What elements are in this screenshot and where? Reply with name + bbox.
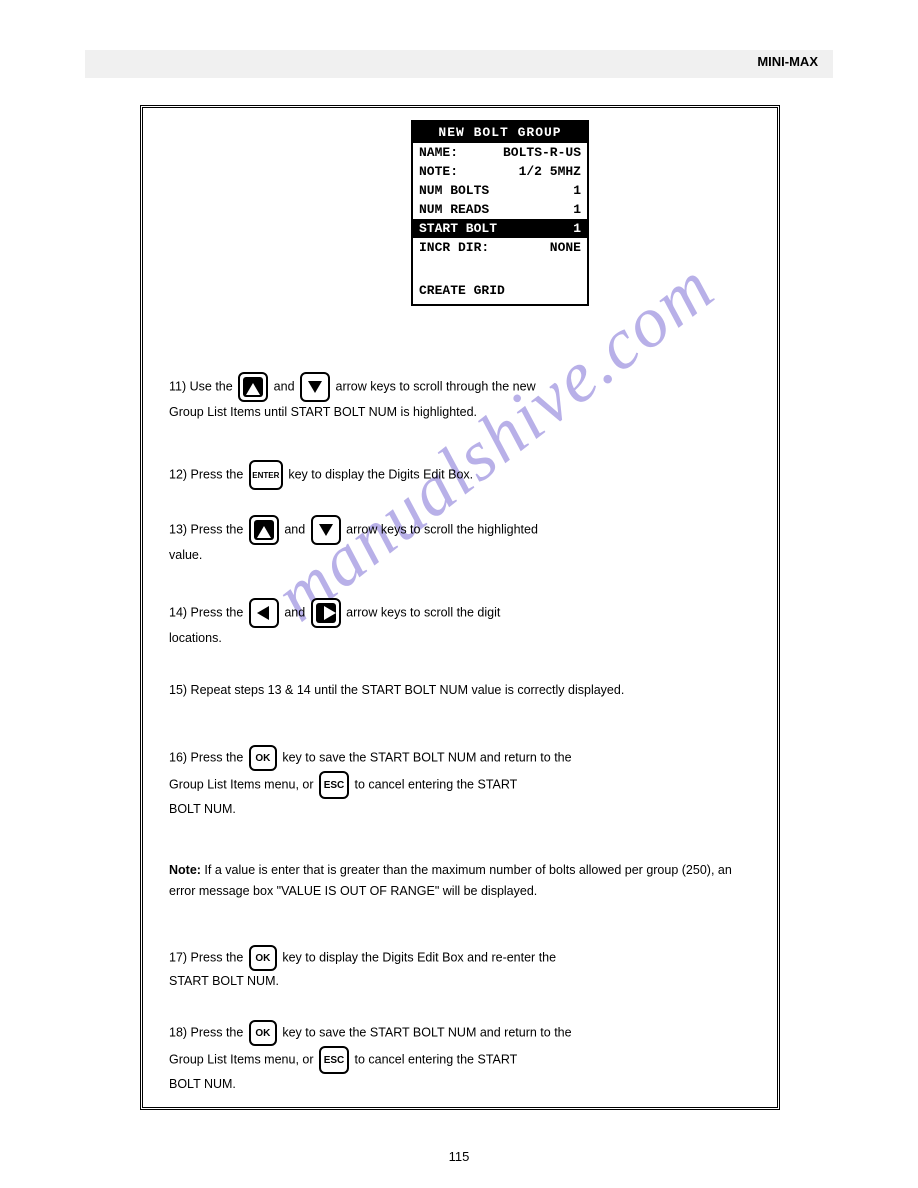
note: Note: If a value is enter that is greate…	[169, 860, 751, 903]
step-text: locations.	[169, 631, 222, 645]
arrow-right-icon	[311, 598, 341, 628]
step-text: key to display the Digits Edit Box.	[288, 467, 473, 481]
step-text: 13) Press the	[169, 522, 243, 536]
esc-button-icon: ESC	[319, 771, 349, 799]
lcd-row-note: NOTE: 1/2 5MHZ	[413, 162, 587, 181]
lcd-footer: CREATE GRID	[413, 279, 587, 304]
ok-button-icon: OK	[249, 945, 277, 971]
step-text: BOLT NUM.	[169, 1077, 236, 1091]
step-text: 17) Press the	[169, 950, 243, 964]
step-text: key to save the START BOLT NUM and retur…	[282, 750, 571, 764]
lcd-value: 1	[573, 183, 581, 198]
step-text: arrow keys to scroll the highlighted	[346, 522, 538, 536]
ok-button-icon: OK	[249, 745, 277, 771]
note-text: If a value is enter that is greater than…	[169, 863, 732, 898]
step-text: and	[274, 379, 295, 393]
step-text: START BOLT NUM.	[169, 974, 279, 988]
lcd-label: NAME:	[419, 145, 458, 160]
arrow-up-icon	[238, 372, 268, 402]
step-12: 12) Press the ENTER key to display the D…	[169, 460, 751, 490]
step-text: BOLT NUM.	[169, 802, 236, 816]
lcd-row-incrdir: INCR DIR: NONE	[413, 238, 587, 257]
step-text: arrow keys to scroll the digit	[346, 605, 500, 619]
step-text: and	[284, 522, 305, 536]
header-product-name: MINI-MAX	[757, 54, 818, 69]
step-text: key to save the START BOLT NUM and retur…	[282, 1025, 571, 1039]
lcd-label: NUM BOLTS	[419, 183, 489, 198]
step-13: 13) Press the and arrow keys to scroll t…	[169, 515, 751, 566]
step-text: value.	[169, 548, 202, 562]
lcd-row-numbolts: NUM BOLTS 1	[413, 181, 587, 200]
lcd-row-numreads: NUM READS 1	[413, 200, 587, 219]
lcd-value: 1	[573, 221, 581, 236]
step-text: to cancel entering the START	[354, 1052, 517, 1066]
step-text: and	[284, 605, 305, 619]
step-text: arrow keys to scroll through the new	[336, 379, 536, 393]
step-14: 14) Press the and arrow keys to scroll t…	[169, 598, 751, 649]
lcd-panel: NEW BOLT GROUP NAME: BOLTS-R-US NOTE: 1/…	[411, 120, 589, 306]
step-16: 16) Press the OK key to save the START B…	[169, 745, 751, 820]
step-text: key to display the Digits Edit Box and r…	[282, 950, 556, 964]
arrow-down-icon	[300, 372, 330, 402]
lcd-value: 1/2 5MHZ	[519, 164, 581, 179]
step-text: to cancel entering the START	[354, 777, 517, 791]
lcd-label: NOTE:	[419, 164, 458, 179]
step-text: 16) Press the	[169, 750, 243, 764]
step-text: Group List Items until START BOLT NUM is…	[169, 405, 477, 419]
arrow-down-icon	[311, 515, 341, 545]
lcd-label: NUM READS	[419, 202, 489, 217]
step-text: 15) Repeat steps 13 & 14 until the START…	[169, 683, 624, 697]
note-label: Note:	[169, 863, 201, 877]
lcd-value: BOLTS-R-US	[503, 145, 581, 160]
lcd-value: NONE	[550, 240, 581, 255]
esc-button-icon: ESC	[319, 1046, 349, 1074]
step-11: 11) Use the and arrow keys to scroll thr…	[169, 372, 751, 423]
lcd-label: START BOLT	[419, 221, 497, 236]
top-bar	[85, 50, 833, 78]
ok-button-icon: OK	[249, 1020, 277, 1046]
instruction-box: manualshive.com NEW BOLT GROUP NAME: BOL…	[140, 105, 780, 1110]
step-text: 18) Press the	[169, 1025, 243, 1039]
lcd-label: INCR DIR:	[419, 240, 489, 255]
step-text: 11) Use the	[169, 379, 233, 393]
step-15: 15) Repeat steps 13 & 14 until the START…	[169, 680, 751, 701]
step-17: 17) Press the OK key to display the Digi…	[169, 945, 751, 992]
step-text: 12) Press the	[169, 467, 243, 481]
lcd-title: NEW BOLT GROUP	[413, 122, 587, 143]
step-18: 18) Press the OK key to save the START B…	[169, 1020, 751, 1095]
lcd-row-startbolt: START BOLT 1	[413, 219, 587, 238]
page-number: 115	[449, 1149, 470, 1164]
lcd-row-name: NAME: BOLTS-R-US	[413, 143, 587, 162]
enter-button-icon: ENTER	[249, 460, 283, 490]
step-text: Group List Items menu, or	[169, 777, 314, 791]
lcd-value: 1	[573, 202, 581, 217]
arrow-up-icon	[249, 515, 279, 545]
step-text: 14) Press the	[169, 605, 243, 619]
step-text: Group List Items menu, or	[169, 1052, 314, 1066]
lcd-spacer	[413, 257, 587, 279]
arrow-left-icon	[249, 598, 279, 628]
